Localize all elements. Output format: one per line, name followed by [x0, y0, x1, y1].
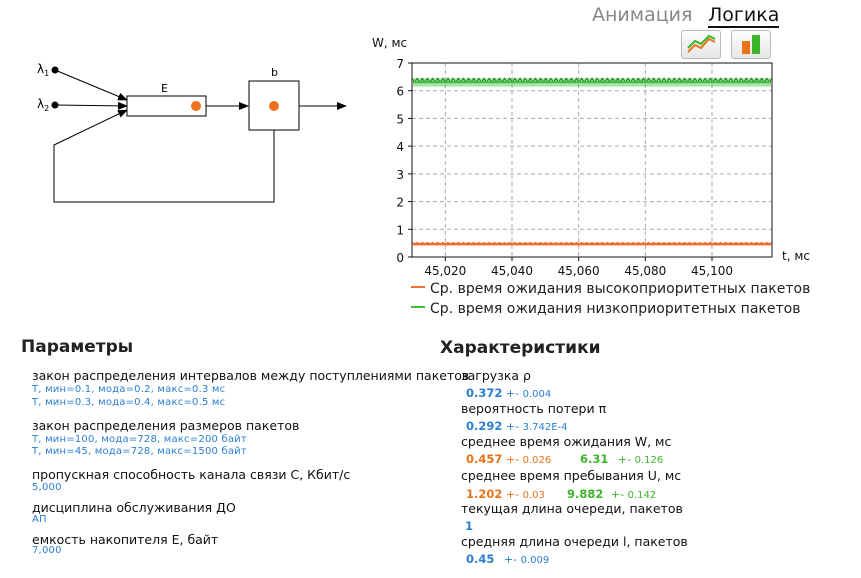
channel-label: b: [271, 66, 278, 79]
y-tick-label: 2: [396, 196, 404, 210]
char-loss-value: 0.292 +- 3.742E-4: [466, 419, 568, 433]
char-loss-label: вероятность потери π: [461, 401, 607, 416]
x-tick-label: 45,020: [424, 264, 466, 278]
chart-series: [411, 77, 773, 246]
char-avg-queue-value: 0.45 +- 0.009: [466, 552, 550, 566]
parameters-title: Параметры: [21, 337, 134, 357]
buffer-packet-dot: [191, 101, 201, 111]
param-buffer-value[interactable]: 7,000: [32, 545, 62, 556]
x-ticks: 45,020 45,040 45,060 45,080 45,100: [424, 257, 733, 278]
param-size-label: закон распределения размеров пакетов: [32, 418, 300, 433]
bar-chart-button[interactable]: [731, 30, 771, 59]
y-tick-label: 6: [396, 85, 404, 99]
tab-animation[interactable]: Анимация: [592, 4, 693, 26]
tab-logic[interactable]: Логика: [708, 4, 780, 28]
x-tick-label: 45,080: [624, 264, 666, 278]
characteristics-title: Характеристики: [440, 338, 601, 358]
legend-item-high: Ср. время ожидания высокоприоритетных па…: [411, 281, 810, 297]
lambda-1-label: λ1: [37, 62, 49, 78]
x-tick-label: 45,060: [558, 264, 600, 278]
legend-label-low: Ср. время ожидания низкоприоритетных пак…: [430, 301, 801, 317]
x-tick-label: 45,040: [491, 264, 533, 278]
param-size-value-2[interactable]: T, мин=45, мода=728, макс=1500 байт: [32, 446, 247, 457]
char-wait-value-high: 0.457 +- 0.026: [466, 452, 552, 466]
feedback-loop: [53, 109, 275, 203]
legend-label-high: Ср. время ожидания высокоприоритетных па…: [430, 281, 811, 297]
y-tick-label: 0: [396, 251, 404, 265]
char-load-value: 0.372 +- 0.004: [466, 386, 552, 400]
legend-swatch-high: [411, 286, 425, 288]
queue-diagram: λ1 λ2 E b: [37, 62, 347, 203]
line-chart-icon: [687, 34, 716, 53]
y-tick-label: 7: [396, 57, 404, 71]
chart-grid: [412, 63, 772, 257]
param-discipline-value[interactable]: АП: [32, 514, 47, 525]
channel-packet-dot: [269, 101, 279, 111]
y-ticks: 0 1 2 3 4 5 6 7: [396, 57, 412, 265]
char-wait-value-low: 6.31 +- 0.126: [580, 452, 664, 466]
series-line-1: [411, 77, 773, 84]
y-tick-label: 3: [396, 168, 404, 182]
char-sojourn-label: среднее время пребывания U, мс: [461, 468, 682, 483]
legend-swatch-low: [411, 306, 425, 308]
param-discipline-label: дисциплина обслуживания ДО: [32, 500, 236, 515]
char-sojourn-value-high: 1.202 +- 0.03: [466, 487, 545, 501]
y-tick-label: 1: [396, 223, 404, 237]
bar-chart-icon: [742, 35, 760, 54]
char-avg-queue-label: средняя длина очереди l, пакетов: [461, 534, 688, 549]
x-tick-label: 45,100: [691, 264, 733, 278]
y-axis-label: W, мс: [372, 36, 407, 50]
char-current-queue-label: текущая длина очереди, пакетов: [461, 501, 683, 516]
input-arrow-1: [54, 69, 128, 101]
param-arrival-value-2[interactable]: T, мин=0.3, мода=0.4, макс=0.5 мс: [32, 397, 226, 408]
y-tick-label: 5: [396, 112, 404, 126]
param-arrival-label: закон распределения интервалов между пос…: [32, 368, 470, 383]
param-capacity-label: пропускная способность канала связи C, К…: [32, 467, 351, 482]
x-axis-label: t, мс: [782, 249, 810, 263]
char-sojourn-value-low: 9.882 +- 0.142: [567, 487, 657, 501]
plot-frame: [411, 62, 773, 258]
lambda-2-label: λ2: [37, 97, 49, 113]
line-chart-button[interactable]: [681, 30, 721, 59]
param-capacity-value[interactable]: 5,000: [32, 482, 62, 493]
param-arrival-value-1[interactable]: T, мин=0.1, мода=0.2, макс=0.3 мс: [32, 384, 226, 395]
char-wait-label: среднее время ожидания W, мс: [461, 434, 672, 449]
y-tick-label: 4: [396, 140, 404, 154]
param-size-value-1[interactable]: T, мин=100, мода=728, макс=200 байт: [32, 434, 247, 445]
input-arrow-2: [54, 101, 128, 110]
char-current-queue-value: 1: [465, 519, 474, 533]
buffer-label: E: [161, 82, 168, 95]
legend-item-low: Ср. время ожидания низкоприоритетных пак…: [411, 301, 800, 317]
char-load-label: загрузка ρ: [461, 368, 531, 383]
param-buffer-label: емкость накопителя E, байт: [32, 532, 219, 547]
